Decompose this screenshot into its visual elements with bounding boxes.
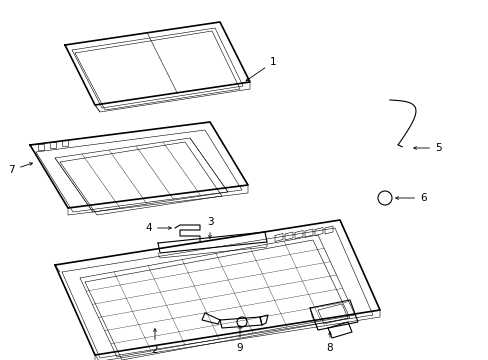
Text: 4: 4: [145, 223, 171, 233]
Text: 6: 6: [395, 193, 426, 203]
Text: 7: 7: [8, 163, 32, 175]
Text: 2: 2: [151, 329, 158, 355]
Text: 9: 9: [236, 326, 243, 353]
Text: 1: 1: [245, 57, 276, 81]
Text: 3: 3: [206, 217, 213, 238]
Text: 8: 8: [326, 332, 333, 353]
Text: 5: 5: [413, 143, 441, 153]
